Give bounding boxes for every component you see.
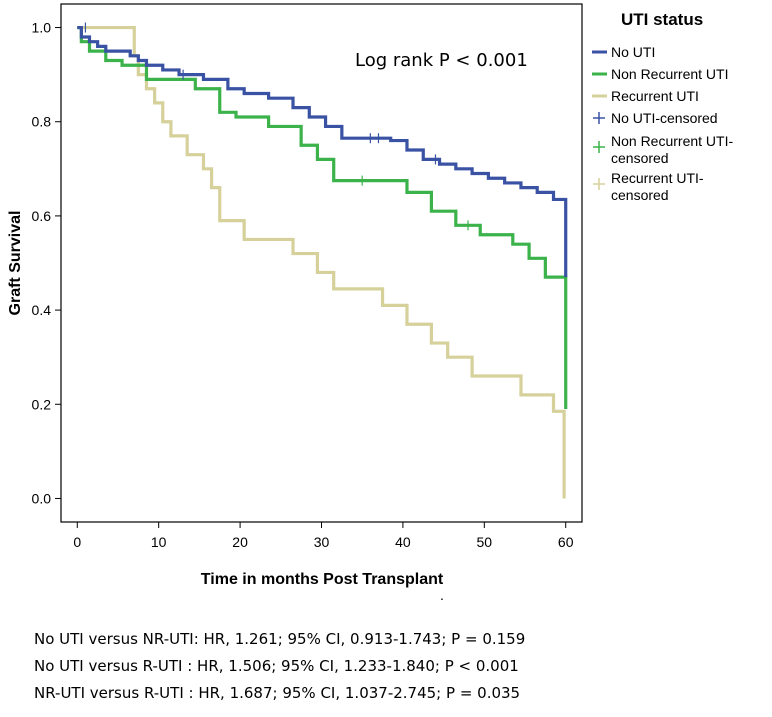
legend-label-recurrent-uti-censored-line-1: Recurrent UTI-	[611, 170, 704, 186]
x-tick-label: 0	[73, 534, 81, 550]
x-tick-label: 20	[232, 534, 248, 550]
x-tick-label: 60	[558, 534, 574, 550]
legend-label-recurrent-uti-censored: Recurrent UTI- censored	[611, 170, 707, 203]
y-tick-label: 0.2	[32, 396, 52, 412]
stray-mark: .	[440, 587, 444, 600]
legend-label-non-recurrent-uti-censored-line-2: censored	[611, 150, 669, 166]
footnote-line: NR-UTI versus R-UTI : HR, 1.687; 95% CI,…	[34, 684, 521, 702]
legend-plus-non-recurrent-uti-censored	[593, 141, 605, 153]
y-tick-label: 0.6	[32, 208, 52, 224]
series-line-recurrent-uti	[77, 25, 566, 499]
legend-title: UTI status	[621, 10, 703, 29]
series-layer	[77, 22, 568, 499]
legend-plus-no-uti-censored	[593, 112, 605, 124]
y-axis-title: Graft Survival	[7, 211, 24, 316]
y-axis: 0.0 0.2 0.4 0.6 0.8 1.0	[32, 20, 61, 506]
legend: UTI status No UTI Non Recurrent UTI Recu…	[592, 10, 737, 203]
x-tick-label: 40	[395, 534, 411, 550]
legend-label-recurrent-uti: Recurrent UTI	[611, 88, 699, 104]
hazard-ratio-footnotes: No UTI versus NR-UTI: HR, 1.261; 95% CI,…	[34, 626, 525, 707]
x-axis-title: Time in months Post Transplant	[201, 571, 444, 588]
log-rank-annotation: Log rank P < 0.001	[355, 50, 528, 71]
y-tick-label: 0.8	[32, 114, 52, 130]
x-tick-label: 50	[477, 534, 493, 550]
x-tick-label: 10	[151, 534, 167, 550]
footnote-line: No UTI versus R-UTI : HR, 1.506; 95% CI,…	[34, 657, 519, 675]
x-tick-label: 30	[314, 534, 330, 550]
survival-chart: 0.0 0.2 0.4 0.6 0.8 1.0 0 10 20 30 40 50 60 Time in…	[7, 3, 737, 600]
legend-label-non-recurrent-uti-censored: Non Recurrent UTI- censored	[611, 133, 737, 166]
legend-label-no-uti-censored: No UTI-censored	[611, 110, 718, 126]
legend-label-non-recurrent-uti-censored-line-1: Non Recurrent UTI-	[611, 133, 733, 149]
plot-area	[60, 3, 583, 523]
x-axis: 0 10 20 30 40 50 60	[73, 522, 574, 550]
legend-plus-recurrent-uti-censored	[593, 178, 605, 190]
y-tick-label: 0.0	[32, 490, 52, 506]
legend-label-non-recurrent-uti: Non Recurrent UTI	[611, 66, 728, 82]
series-line-no-uti	[77, 25, 568, 278]
legend-label-no-uti: No UTI	[611, 44, 655, 60]
series-line-non-recurrent-uti	[77, 25, 568, 409]
legend-label-recurrent-uti-censored-line-2: censored	[611, 187, 669, 203]
footnote-line: No UTI versus NR-UTI: HR, 1.261; 95% CI,…	[34, 630, 526, 648]
y-tick-label: 0.4	[32, 302, 52, 318]
y-tick-label: 1.0	[32, 20, 52, 36]
